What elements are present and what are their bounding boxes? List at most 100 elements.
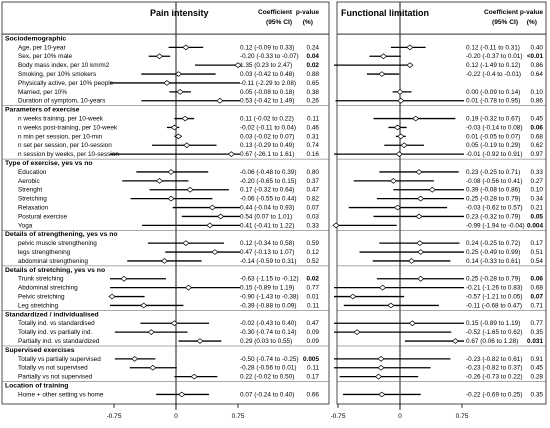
ci-text-pain: -0.20 (-0.65 to 0.15) [240,178,296,185]
estimate-point-function [379,53,388,60]
ci-text-function: -0.20 (-0.37 to 0.01) [466,53,522,60]
ci-text-pain: -0.02 (-0.11 to 0.04) [240,124,296,131]
ci-text-function: 0.24 (-0.25 to 0.72) [466,240,520,247]
section-heading: Supervised exercises [5,347,75,354]
pvalue-text-pain: 0.02 [307,62,320,69]
section-heading: Details of stretching, yes vs no [5,267,105,274]
estimate-point-function [377,364,385,371]
ci-text-function: 0.23 (-0.25 to 0.71) [466,169,520,176]
row-label: Stretching [18,196,47,203]
section-heading: Parameters of exercise [5,107,80,114]
estimate-point-function [389,178,397,184]
pvalue-text-function: 0.10 [531,187,544,194]
pvalue-text-pain: 0.66 [307,391,320,398]
section-heading: Location of training [5,383,68,390]
pvalue-text-function: 0.86 [531,62,544,69]
pvalue-text-pain: 0.02 [307,276,320,283]
estimate-point-pain [183,142,191,149]
axis-tick-label: 0 [174,413,178,420]
pvalue-text-pain: 0.09 [307,338,320,345]
row-label: n weeks post-training, per 10-week [18,124,118,131]
panel-title: Pain intensity [150,8,209,18]
pvalue-text-pain: 0.37 [307,178,320,185]
estimate-point-pain [147,329,155,335]
ci-text-pain: 0.47 (-0.13 to 1.07) [240,249,294,256]
ci-text-pain: -0.39 (-0.88 to 0.09) [240,302,296,309]
estimate-point-pain [131,356,139,362]
pvalue-text-function: 0.031 [527,338,543,345]
pvalue-unit: (%) [527,19,537,26]
ci-text-function: -0.03 (-0.62 to 0.57) [466,205,522,212]
ci-text-function: 0.67 (0.06 to 1.28) [466,338,518,345]
row-label: Totally ind. vs partially ind. [18,329,92,336]
estimate-point-function [408,258,416,264]
ci-text-pain: 0.44 (-0.04 to 0.93) [240,205,294,212]
ci-text-function: -0.22 (-0.69 to 0.25) [466,391,522,398]
pvalue-text-function: 0.28 [531,374,544,381]
estimate-point-pain [174,133,183,140]
axis-tick-label: 0.75 [232,413,245,420]
estimate-point-function [396,89,404,95]
row-label: abdominal strengthening [18,258,88,265]
estimate-point-pain [211,249,219,255]
estimate-point-function [393,124,402,131]
row-label: Totally vs not supervised [18,365,88,372]
ci-text-pain: -0.02 (-0.43 to 0.40) [240,320,296,327]
estimate-point-function [332,222,340,229]
estimate-point-function [353,329,361,335]
ci-text-pain: 0.53 (-0.42 to 1.49) [240,98,294,105]
section-heading: Details of strengthening, yes vs no [5,231,118,238]
ci-text-pain: -0.30 (-0.74 to 0.14) [240,329,296,336]
ci-text-function: 0.23 (-0.32 to 0.79) [466,213,520,220]
estimate-point-function [451,338,459,344]
estimate-point-pain [167,195,175,202]
panel-title: Functional limitation [341,8,429,18]
ci-text-pain: -0.06 (-0.48 to 0.39) [240,169,296,176]
row-label: Married, per 10% [18,89,67,96]
row-label: Totally vs partially supervised [18,356,101,363]
pvalue-text-pain: 0.11 [307,116,319,123]
estimate-point-function [406,44,414,51]
axis-tick-label: 0.75 [456,413,469,420]
section-heading: Standardized / individualised [5,311,99,318]
ci-text-function: 0.01 (-0.05 to 0.07) [466,133,520,140]
estimate-point-pain [160,258,168,264]
pvalue-text-function: 0.07 [531,294,544,301]
ci-text-pain: 0.11 (-0.02 to 0.22) [240,116,294,123]
pvalue-text-function: 0.77 [531,320,544,327]
ci-text-pain: 0.15 (-0.89 to 1.19) [240,285,294,292]
pvalue-text-pain: 0.04 [307,53,320,60]
ci-text-pain: 0.17 (-0.32 to 0.64) [240,187,294,194]
pvalue-text-function: 0.06 [531,276,544,283]
pvalue-text-pain: 0.88 [307,71,320,78]
ci-text-function: 0.25 (-0.28 to 0.79) [466,276,520,283]
estimate-point-pain [190,373,198,380]
pvalue-text-pain: 0.24 [307,44,320,51]
ci-text-function: 0.12 (-0.11 to 0.31) [466,44,520,51]
estimate-point-pain [227,151,235,157]
row-label: Pelvic stretching [18,294,65,301]
pvalue-text-pain: 0.26 [307,98,320,105]
pvalue-text-function: 0.68 [531,133,544,140]
panel-headers: Pain intensity Coefficient(95% CI)p-value… [150,8,543,26]
coef-header: Coefficient [258,9,293,16]
estimate-point-pain [181,115,189,122]
estimate-point-function [379,284,387,291]
estimate-point-pain [170,320,178,327]
pvalue-text-pain: 0.12 [307,249,320,256]
pvalue-text-pain: 0.82 [307,196,320,203]
ci-text-pain: -0.06 (-0.55 to 0.44) [240,196,296,203]
pvalue-text-pain: 0.11 [307,302,319,309]
pvalue-text-pain: 0.47 [307,187,320,194]
coef-header: Coefficient [484,9,519,16]
row-label: n set per session, per 10-session [18,142,112,149]
ci-text-pain: -0.90 (-1.43 to -0.38) [240,294,299,301]
pvalue-text-pain: 0.59 [307,240,320,247]
estimate-point-pain [149,364,157,371]
estimate-point-function [428,186,436,193]
ci-text-pain: 0.13 (-0.29 to 0.49) [240,142,294,149]
estimate-point-function [406,62,414,68]
axis-tick-label: -0.75 [106,413,121,420]
pvalue-text-function: 0.51 [531,249,544,256]
ci-text-pain: 0.54 (0.07 to 1.01) [240,213,292,220]
